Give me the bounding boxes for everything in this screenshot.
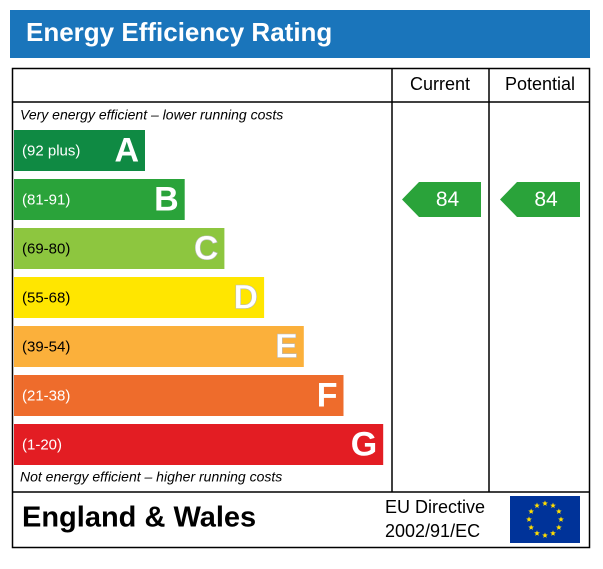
band-letter: A — [114, 131, 139, 169]
rating-value: 84 — [436, 188, 460, 211]
band-bar — [14, 228, 225, 269]
band-range: (92 plus) — [22, 142, 80, 159]
band-bar — [14, 277, 265, 318]
band-range: (21-38) — [22, 387, 70, 404]
flag-star — [542, 532, 548, 538]
column-header: Current — [410, 74, 470, 94]
band-letter: F — [317, 376, 338, 414]
column-header: Potential — [505, 74, 575, 94]
rating-value: 84 — [534, 188, 558, 211]
frame — [11, 67, 591, 549]
title-bar — [10, 10, 590, 58]
flag-star — [528, 524, 534, 530]
flag-star — [542, 500, 548, 506]
band-bar — [14, 375, 344, 416]
band-range: (69-80) — [22, 240, 70, 257]
top-note: Very energy efficient – lower running co… — [20, 107, 283, 123]
flag-star — [556, 508, 562, 514]
band-bar — [14, 326, 304, 367]
rating-arrow — [402, 182, 481, 217]
rating-arrow — [500, 182, 580, 217]
region: England & Wales — [22, 502, 256, 534]
bottom-note: Not energy efficient – higher running co… — [20, 469, 282, 485]
band-letter: G — [351, 425, 377, 463]
band-letter: E — [275, 327, 298, 365]
directive: 2002/91/EC — [385, 521, 480, 541]
band-letter: B — [154, 180, 179, 218]
directive: EU Directive — [385, 497, 485, 517]
flag-star — [534, 530, 540, 536]
title: Energy Efficiency Rating — [26, 17, 332, 47]
flag-star — [550, 502, 556, 509]
band-range: (55-68) — [22, 289, 70, 306]
flag-star — [550, 530, 556, 536]
eu-flag — [510, 496, 580, 543]
band-range: (81-91) — [22, 191, 70, 208]
flag-star — [534, 502, 540, 509]
bands: (92 plus) A (81-91) B (69-80) C (55-68) D (39-54… — [14, 130, 384, 465]
flag-star — [526, 516, 532, 522]
flag-star — [558, 516, 564, 522]
band-letter: D — [234, 278, 259, 316]
band-bar — [14, 424, 384, 465]
band-letter: C — [194, 229, 219, 267]
band-range: (1-20) — [22, 436, 62, 453]
band-range: (39-54) — [22, 338, 70, 355]
flag-star — [528, 508, 534, 514]
band-bar — [14, 179, 185, 220]
rating-arrows: 84 84 — [402, 182, 580, 217]
band-bar — [14, 130, 145, 171]
flag-star — [556, 524, 562, 530]
